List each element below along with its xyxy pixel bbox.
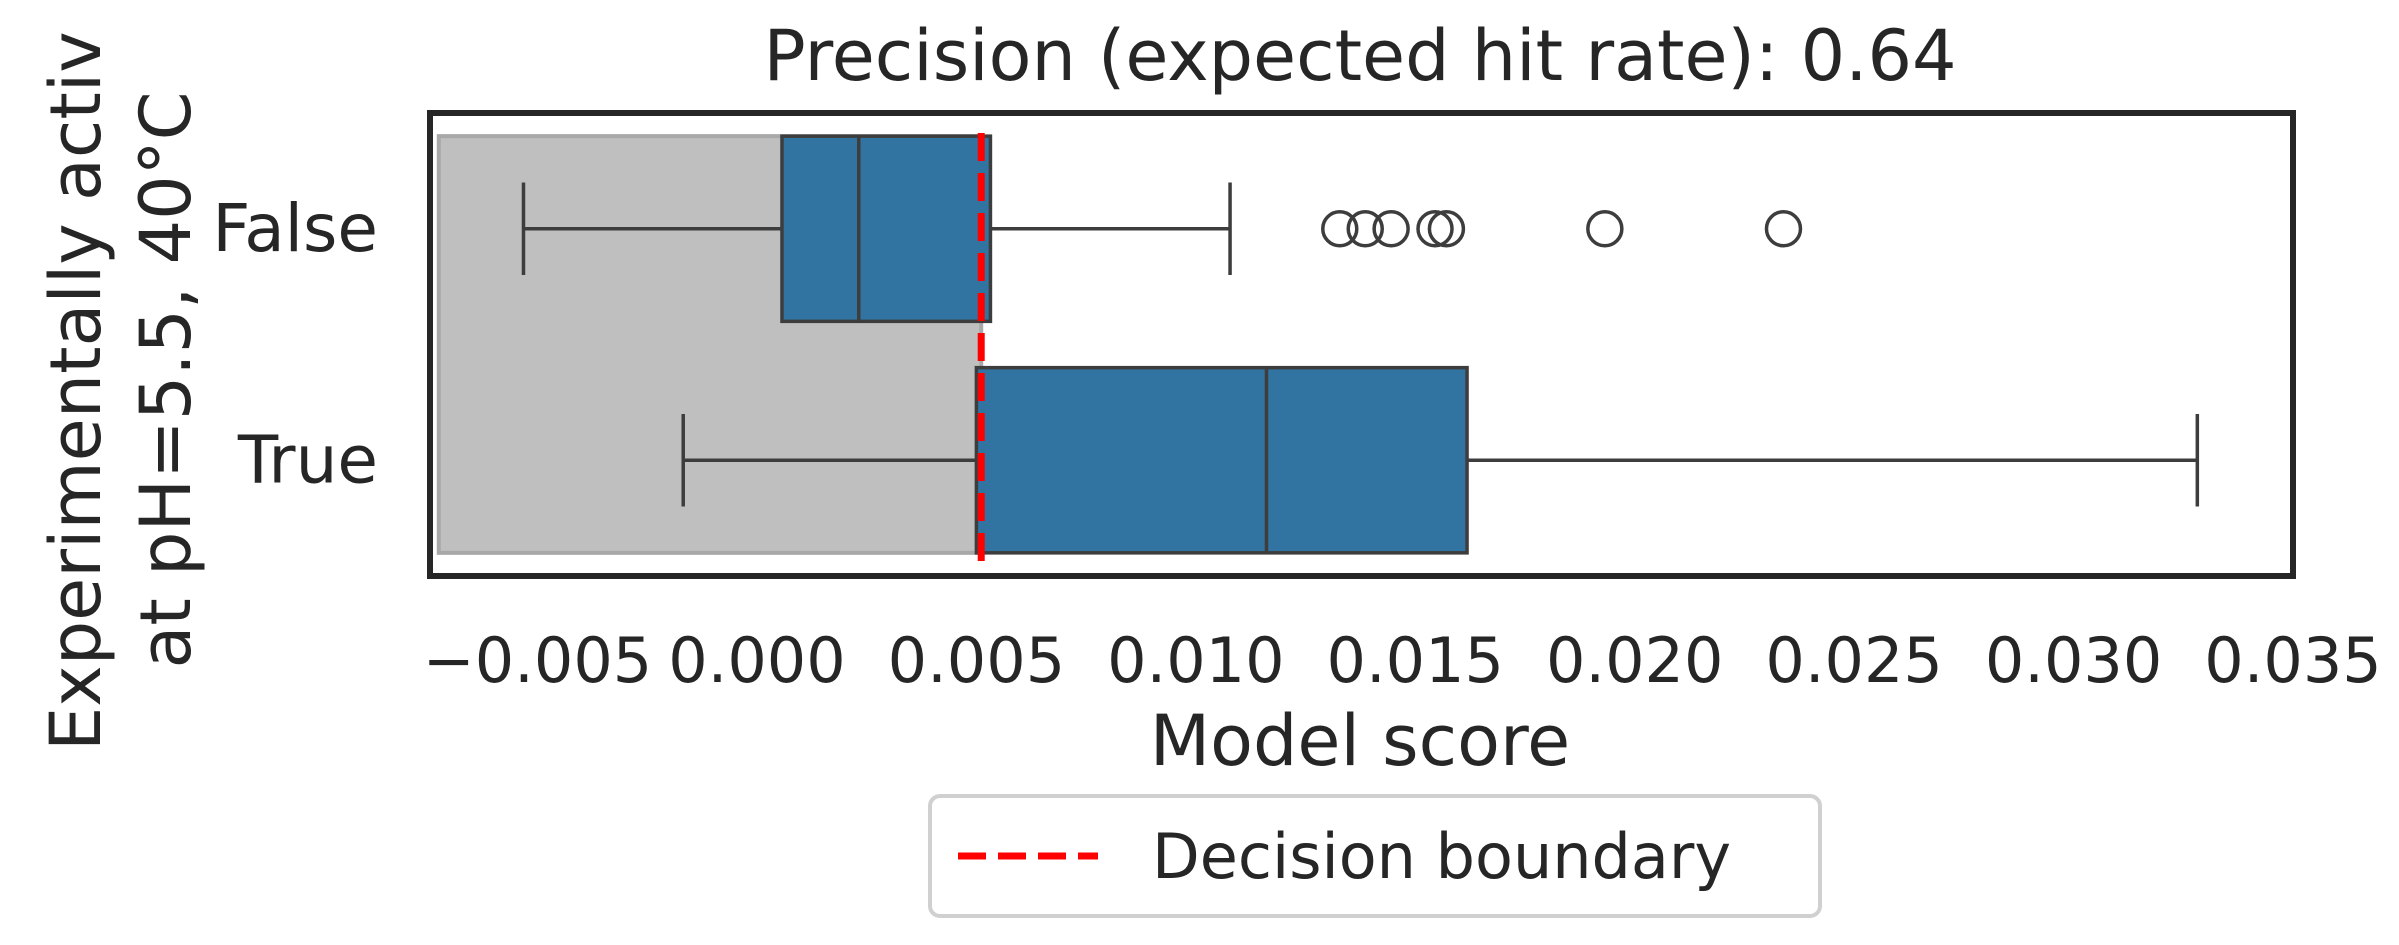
y-axis-label-line-1: Experimentally activ bbox=[35, 31, 117, 751]
outlier-point-false bbox=[1416, 210, 1454, 248]
legend-label: Decision boundary bbox=[1152, 820, 1731, 893]
outlier-point-false bbox=[1586, 210, 1624, 248]
chart-title: Precision (expected hit rate): 0.64 bbox=[763, 15, 1956, 97]
y-axis-label-line-2: at pH=5.5, 40°C bbox=[125, 91, 207, 668]
x-tick-label: 0.020 bbox=[1546, 624, 1724, 697]
outlier-point-false bbox=[1372, 210, 1410, 248]
y-axis-label: Experimentally activ at pH=5.5, 40°C bbox=[35, 9, 207, 751]
x-tick-label: 0.035 bbox=[2204, 624, 2382, 697]
x-tick-label: 0.025 bbox=[1765, 624, 1943, 697]
box-true bbox=[974, 365, 1469, 555]
x-tick-label: 0.005 bbox=[888, 624, 1066, 697]
x-tick-label: 0.015 bbox=[1327, 624, 1505, 697]
x-axis-label: Model score bbox=[1150, 700, 1571, 782]
box-false bbox=[780, 134, 993, 324]
x-tick-label: 0.000 bbox=[668, 624, 846, 697]
plot-frame bbox=[427, 110, 2296, 579]
outlier-point-false bbox=[1321, 210, 1359, 248]
x-tick-label: 0.010 bbox=[1107, 624, 1285, 697]
legend-frame bbox=[928, 794, 1822, 918]
outlier-point-false bbox=[1764, 210, 1803, 248]
x-tick-label: −0.005 bbox=[423, 624, 652, 697]
legend: Decision boundary bbox=[928, 794, 1822, 918]
outlier-point-false bbox=[1346, 210, 1384, 248]
y-tick-label: False bbox=[212, 190, 378, 267]
y-tick-label: True bbox=[237, 421, 378, 498]
outlier-point-false bbox=[1427, 210, 1466, 248]
x-tick-label: 0.030 bbox=[1985, 624, 2163, 697]
